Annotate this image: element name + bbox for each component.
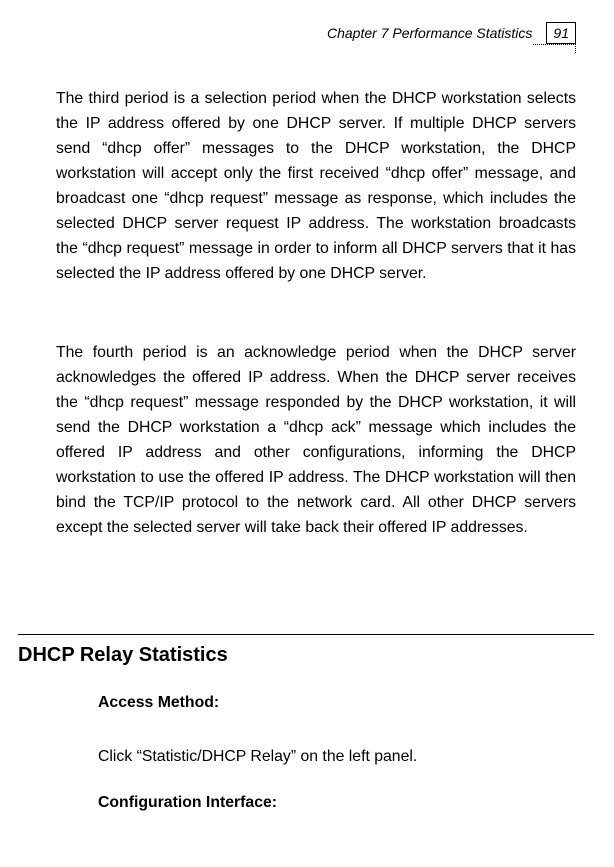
document-page: Chapter 7 Performance Statistics 91 The …: [0, 0, 614, 867]
paragraph-third-period: The third period is a selection period w…: [56, 86, 576, 286]
chapter-title: Chapter 7 Performance Statistics: [327, 25, 546, 41]
access-method-text: Click “Statistic/DHCP Relay” on the left…: [98, 744, 576, 769]
page-number: 91: [546, 22, 576, 44]
paragraph-fourth-period: The fourth period is an acknowledge peri…: [56, 340, 576, 540]
configuration-interface-label: Configuration Interface:: [98, 794, 277, 812]
page-header: Chapter 7 Performance Statistics 91: [327, 22, 576, 44]
access-method-label: Access Method:: [98, 694, 219, 712]
section-title: DHCP Relay Statistics: [18, 644, 228, 667]
header-decoration: [533, 44, 576, 53]
section-divider: [18, 634, 594, 635]
